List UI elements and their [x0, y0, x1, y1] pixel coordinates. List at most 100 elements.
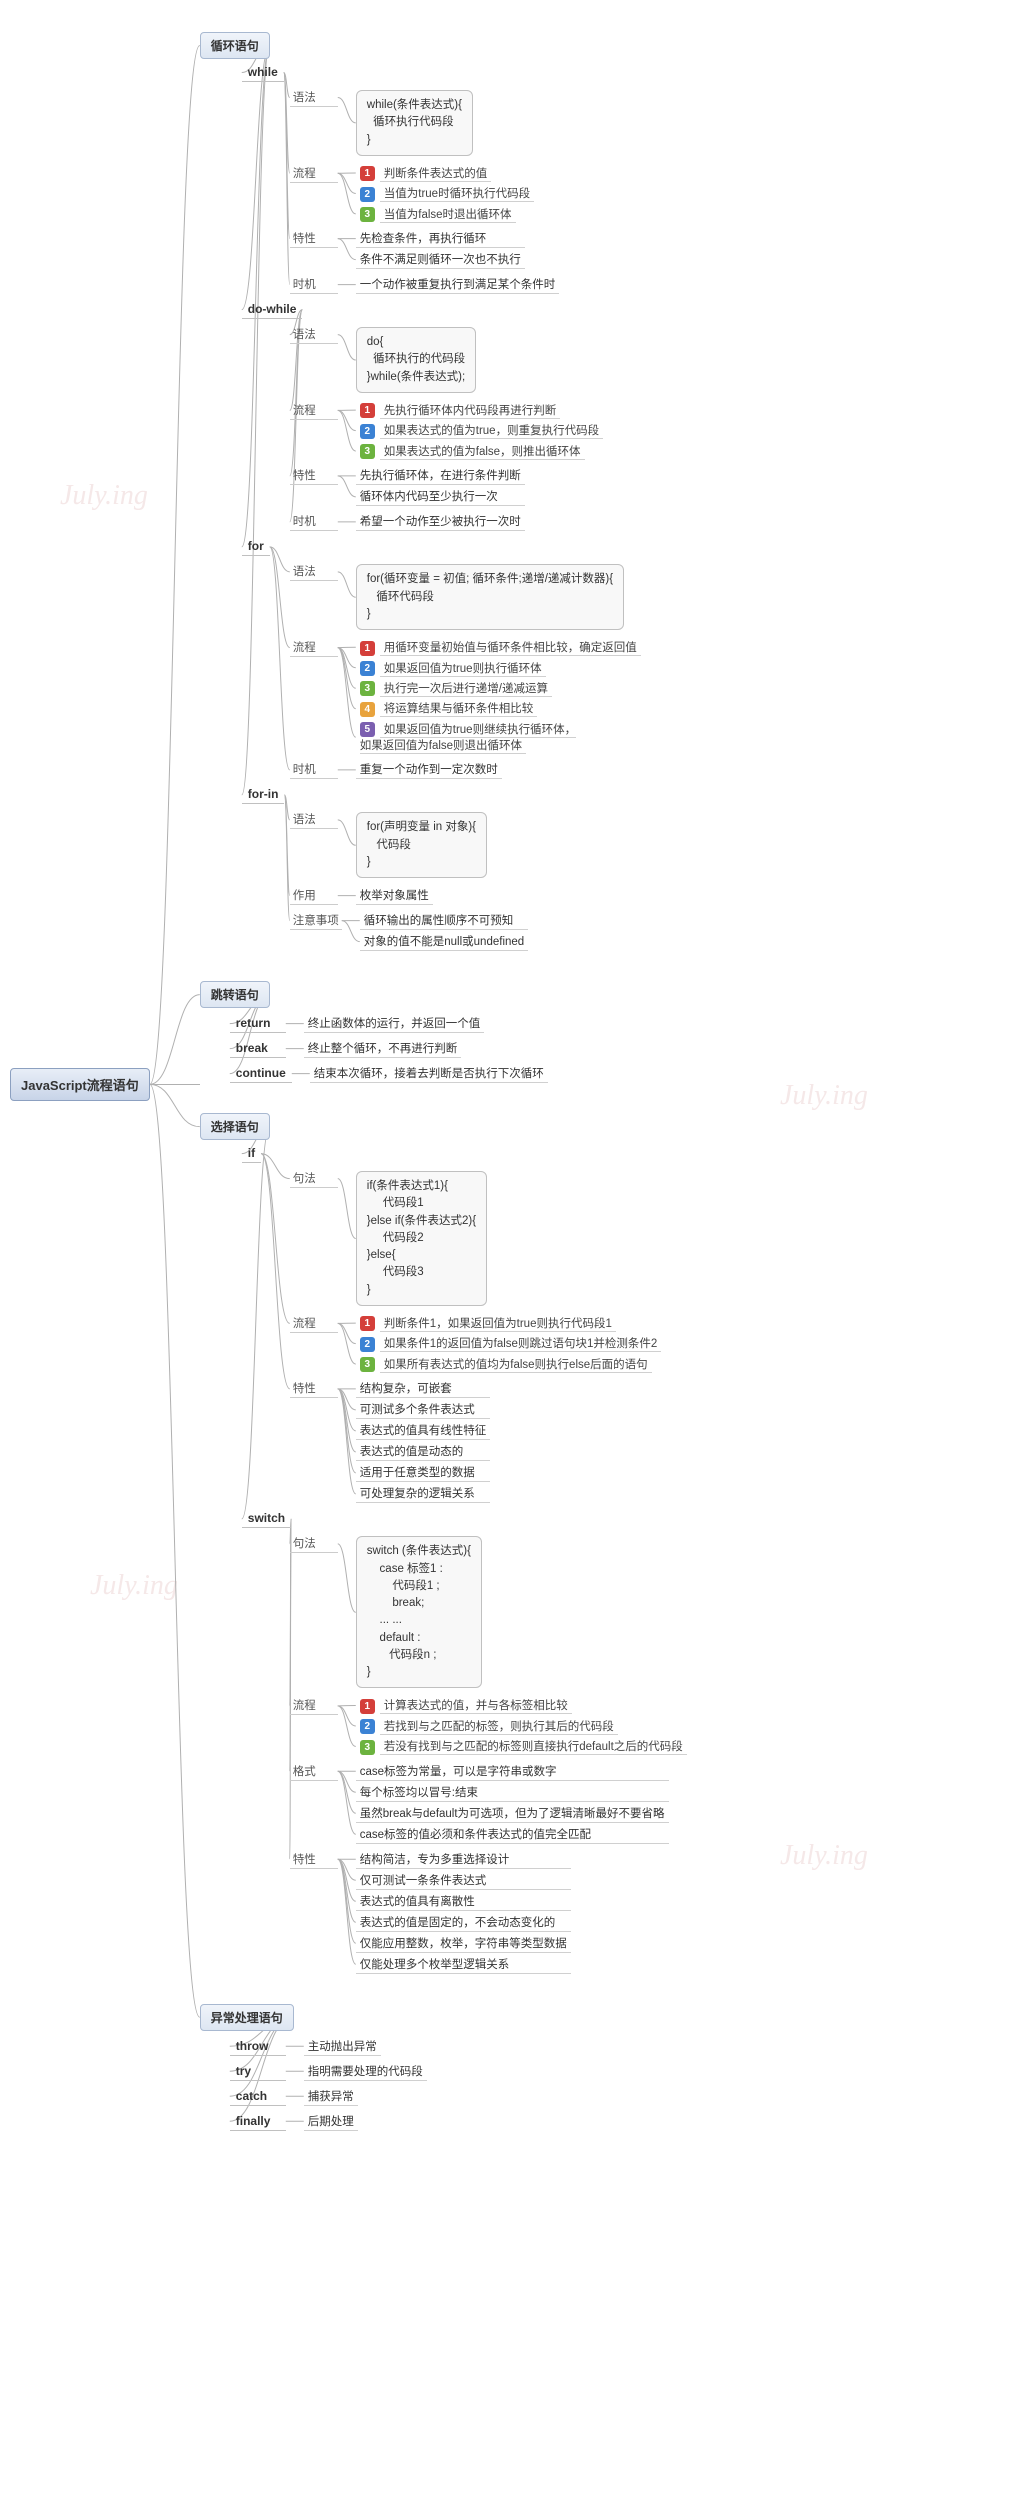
row-label: 特性: [290, 229, 338, 248]
step-badge: 4: [360, 702, 375, 717]
level2-node: for: [242, 537, 270, 556]
main-children: 循环语句 while 语法 while(条件表达式){ 循环执行代码段 } 流程 1 判断条…: [200, 20, 691, 2149]
step-badge: 2: [360, 1337, 375, 1352]
step-badge: 2: [360, 187, 375, 202]
level2-node: if: [242, 1144, 261, 1163]
step-text: 当值为true时循环执行代码段: [380, 187, 534, 202]
step-badge: 1: [360, 1699, 375, 1714]
step-badge: 3: [360, 207, 375, 222]
step-text: 计算表达式的值，并与各标签相比较: [380, 1699, 572, 1714]
row-label: 时机: [290, 760, 338, 779]
leaf-text: 结构简洁，专为多重选择设计: [356, 1850, 571, 1869]
row-label: 流程: [290, 401, 338, 420]
leaf-text: 表达式的值是动态的: [356, 1442, 491, 1461]
leaf-text: 虽然break与default为可选项，但为了逻辑清晰最好不要省略: [356, 1804, 669, 1823]
keyword-node: throw: [230, 2037, 286, 2056]
step-badge: 1: [360, 403, 375, 418]
leaf-text: 表达式的值具有线性特征: [356, 1421, 491, 1440]
keyword-desc: 后期处理: [304, 2112, 358, 2131]
code-box: for(循环变量 = 初值; 循环条件;递增/递减计数器){ 循环代码段 }: [356, 564, 624, 630]
level2-node: for-in: [242, 785, 285, 804]
keyword-node: return: [230, 1014, 286, 1033]
step-badge: 2: [360, 1719, 375, 1734]
row-label: 语法: [290, 562, 338, 581]
level1-node: 循环语句: [200, 32, 270, 59]
leaf-text: 先检查条件，再执行循环: [356, 229, 525, 248]
step-text: 如果所有表达式的值均为false则执行else后面的语句: [380, 1358, 652, 1373]
leaf-text: 仅可测试一条条件表达式: [356, 1871, 571, 1890]
leaf-text: 表达式的值具有离散性: [356, 1892, 571, 1911]
row-label: 时机: [290, 512, 338, 531]
row-label: 流程: [290, 638, 338, 657]
row-label: 格式: [290, 1762, 338, 1781]
leaf-text: case标签为常量，可以是字符串或数字: [356, 1762, 669, 1781]
row-label: 流程: [290, 1696, 338, 1715]
row-label: 作用: [290, 886, 338, 905]
leaf-text: case标签的值必须和条件表达式的值完全匹配: [356, 1825, 669, 1844]
leaf-text: 先执行循环体，在进行条件判断: [356, 466, 525, 485]
level1-node: 跳转语句: [200, 981, 270, 1008]
step-text: 如果表达式的值为false，则推出循环体: [380, 445, 585, 460]
leaf-text: 可测试多个条件表达式: [356, 1400, 491, 1419]
row-label: 特性: [290, 1379, 338, 1398]
leaf-text: 循环体内代码至少执行一次: [356, 487, 525, 506]
keyword-desc: 结束本次循环，接着去判断是否执行下次循环: [310, 1064, 548, 1083]
step-text: 用循环变量初始值与循环条件相比较，确定返回值: [380, 641, 641, 656]
code-box: switch (条件表达式){ case 标签1 : 代码段1 ; break;…: [356, 1536, 482, 1688]
step-badge: 3: [360, 1740, 375, 1755]
step-badge: 1: [360, 166, 375, 181]
leaf-text: 条件不满足则循环一次也不执行: [356, 250, 525, 269]
step-text: 如果条件1的返回值为false则跳过语句块1并检测条件2: [380, 1337, 661, 1352]
level1-node: 异常处理语句: [200, 2004, 294, 2031]
step-badge: 2: [360, 661, 375, 676]
row-label: 特性: [290, 1850, 338, 1869]
step-text: 如果表达式的值为true，则重复执行代码段: [380, 424, 603, 439]
leaf-text: 希望一个动作至少被执行一次时: [356, 512, 525, 531]
step-text: 执行完一次后进行递增/递减运算: [380, 682, 552, 697]
row-label: 特性: [290, 466, 338, 485]
step-badge: 3: [360, 1357, 375, 1372]
step-badge: 1: [360, 1316, 375, 1331]
step-text: 判断条件表达式的值: [380, 167, 492, 182]
code-box: if(条件表达式1){ 代码段1 }else if(条件表达式2){ 代码段2 …: [356, 1171, 487, 1306]
level2-node: do-while: [242, 300, 303, 319]
level1-node: 选择语句: [200, 1113, 270, 1140]
keyword-node: finally: [230, 2112, 286, 2131]
keyword-desc: 终止整个循环，不再进行判断: [304, 1039, 462, 1058]
row-label: 语法: [290, 810, 338, 829]
keyword-node: try: [230, 2062, 286, 2081]
step-badge: 2: [360, 424, 375, 439]
leaf-text: 适用于任意类型的数据: [356, 1463, 491, 1482]
step-text: 先执行循环体内代码段再进行判断: [380, 404, 561, 419]
leaf-text: 枚举对象属性: [356, 886, 433, 905]
step-text: 判断条件1，如果返回值为true则执行代码段1: [380, 1317, 616, 1332]
keyword-node: break: [230, 1039, 286, 1058]
step-badge: 5: [360, 722, 375, 737]
leaf-text: 仅能应用整数，枚举，字符串等类型数据: [356, 1934, 571, 1953]
leaf-text: 一个动作被重复执行到满足某个条件时: [356, 275, 560, 294]
code-box: while(条件表达式){ 循环执行代码段 }: [356, 90, 473, 156]
mindmap-root-container: JavaScript流程语句 循环语句while语法while(条件表达式){ …: [10, 20, 1013, 2149]
step-text: 将运算结果与循环条件相比较: [380, 702, 538, 717]
row-label: 句法: [290, 1169, 338, 1188]
step-text: 若找到与之匹配的标签，则执行其后的代码段: [380, 1720, 618, 1735]
step-text: 如果返回值为true则执行循环体: [380, 662, 546, 677]
leaf-text: 重复一个动作到一定次数时: [356, 760, 502, 779]
leaf-text: 每个标签均以冒号:结束: [356, 1783, 669, 1802]
step-badge: 3: [360, 444, 375, 459]
code-box: do{ 循环执行的代码段 }while(条件表达式);: [356, 327, 476, 393]
row-label: 句法: [290, 1534, 338, 1553]
keyword-node: continue: [230, 1064, 292, 1083]
step-badge: 3: [360, 681, 375, 696]
leaf-text: 循环输出的属性顺序不可预知: [360, 911, 528, 930]
leaf-text: 结构复杂，可嵌套: [356, 1379, 491, 1398]
keyword-desc: 捕获异常: [304, 2087, 358, 2106]
keyword-node: catch: [230, 2087, 286, 2106]
row-label: 注意事项: [290, 911, 342, 930]
level2-node: while: [242, 63, 284, 82]
level2-node: switch: [242, 1509, 291, 1528]
keyword-desc: 主动抛出异常: [304, 2037, 381, 2056]
keyword-desc: 终止函数体的运行，并返回一个值: [304, 1014, 485, 1033]
step-text: 如果返回值为true则继续执行循环体， 如果返回值为false则退出循环体: [360, 723, 576, 754]
step-badge: 1: [360, 641, 375, 656]
